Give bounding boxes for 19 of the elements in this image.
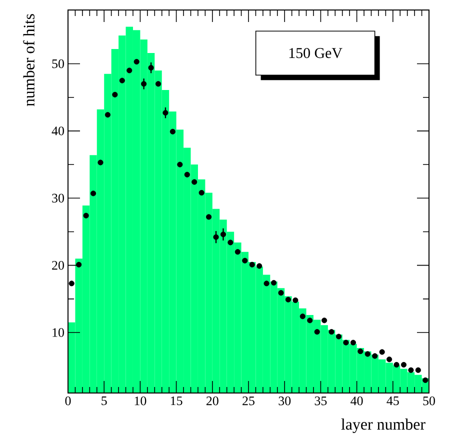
x-tick-label: 20 <box>206 396 218 406</box>
y-tick-label: 20 <box>52 260 64 270</box>
x-axis-title: layer number <box>341 418 426 433</box>
x-tick-label: 15 <box>170 396 182 406</box>
x-tick-label: 0 <box>65 396 71 406</box>
x-tick-label: 40 <box>350 396 363 406</box>
x-tick-label: 5 <box>102 396 107 406</box>
y-tick-label: 30 <box>52 194 64 202</box>
x-tick-label: 25 <box>242 396 254 406</box>
x-tick-label: 45 <box>386 396 399 406</box>
x-tick-label: 30 <box>278 396 291 406</box>
x-tick-label: 10 <box>134 396 146 406</box>
y-tick-label: 50 <box>52 59 64 68</box>
x-tick-label: 50 <box>423 396 435 406</box>
x-tick-label: 35 <box>314 396 327 406</box>
annotation: 150 GeV <box>289 48 342 58</box>
y-tick-label: 40 <box>52 126 64 136</box>
y-tick-label: 10 <box>52 328 64 337</box>
y-axis-title: number of hits <box>23 14 34 106</box>
